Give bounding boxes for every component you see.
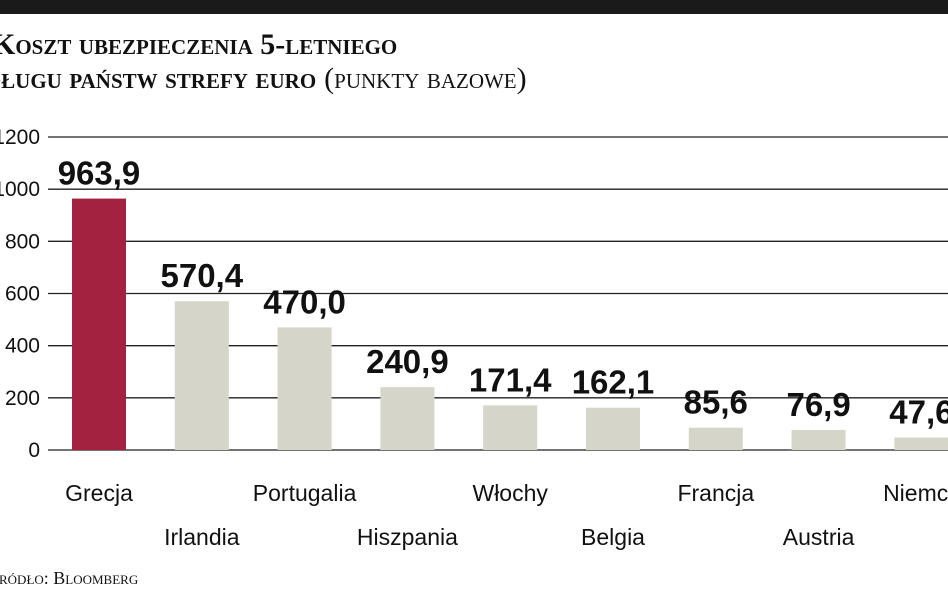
x-tick-label: Niemcy — [883, 480, 948, 506]
bar — [894, 437, 948, 450]
x-tick-label: Austria — [783, 524, 855, 550]
chart-title: Koszt ubezpieczenia 5-letniego — [0, 28, 397, 61]
value-label: 76,9 — [786, 386, 850, 423]
value-label: 47,6 — [889, 394, 948, 431]
bar — [380, 387, 435, 450]
bar — [483, 405, 538, 450]
value-label: 162,1 — [572, 364, 655, 401]
x-tick-label: Francja — [677, 480, 754, 506]
y-tick-label: 200 — [5, 387, 40, 410]
bar — [277, 327, 332, 450]
y-tick-label: 400 — [5, 335, 40, 358]
value-label: 470,0 — [263, 283, 346, 320]
value-label: 240,9 — [366, 343, 449, 380]
value-label: 963,9 — [58, 155, 141, 192]
chart-subtitle: (punkty bazowe) — [324, 62, 526, 95]
x-tick-label: Belgia — [581, 524, 645, 550]
top-band — [0, 0, 948, 14]
x-tick-label: Grecja — [65, 480, 133, 506]
y-tick-label: 1200 — [0, 126, 40, 149]
value-label: 85,6 — [684, 384, 748, 421]
value-label: 570,4 — [161, 257, 244, 294]
y-tick-label: 1000 — [0, 178, 40, 201]
bar — [586, 407, 640, 450]
chart-title-line: długu państw strefy euro (punkty bazowe) — [0, 62, 527, 95]
x-tick-label: Portugalia — [253, 480, 357, 506]
y-tick-label: 800 — [5, 230, 40, 253]
bar — [174, 301, 229, 450]
y-tick-label: 600 — [5, 283, 40, 306]
source: Źródło: Bloomberg — [0, 567, 138, 588]
value-label: 171,4 — [469, 361, 552, 398]
y-tick-label: 0 — [28, 439, 40, 462]
chart-title: długu państw strefy euro — [0, 62, 316, 95]
x-tick-label: Irlandia — [164, 524, 240, 550]
bar — [688, 427, 743, 450]
x-tick-label: Hiszpania — [357, 524, 458, 550]
bar — [72, 198, 126, 450]
x-tick-label: Włochy — [472, 480, 548, 506]
bar — [791, 429, 846, 450]
